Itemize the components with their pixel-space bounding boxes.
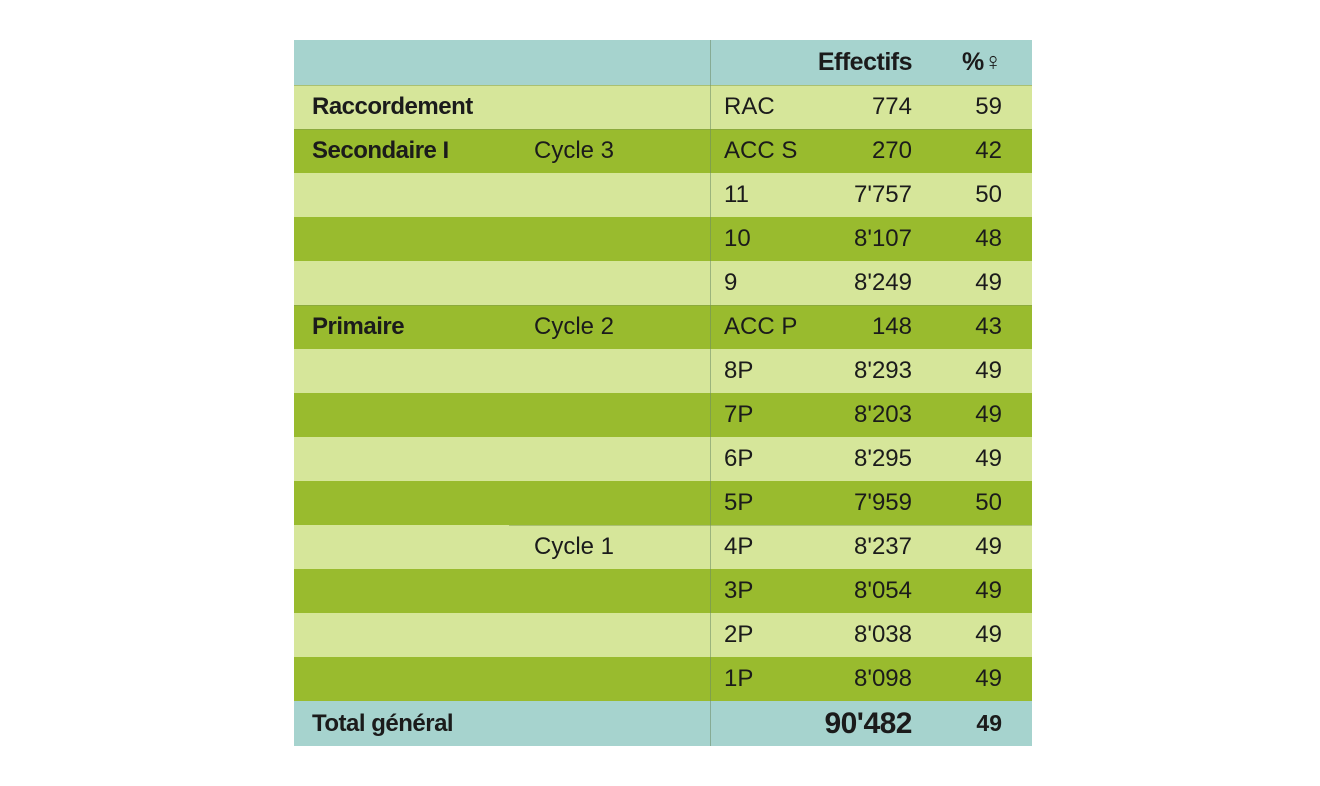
column-divider [710, 437, 711, 481]
column-divider [710, 129, 711, 173]
table-row: 3P 8'054 49 [294, 569, 1032, 613]
column-divider [710, 261, 711, 305]
percent-female-value: 49 [975, 357, 1002, 384]
grade-label: 5P [724, 489, 754, 516]
percent-female-value: 50 [975, 489, 1002, 516]
column-divider [710, 613, 711, 657]
cycle-label: Cycle 3 [534, 137, 615, 164]
total-row: Total général 90'482 49 [294, 701, 1032, 746]
effectifs-value: 774 [871, 93, 912, 120]
effectifs-value: 8'293 [854, 357, 912, 384]
enrollment-table: Effectifs %♀ Raccordement RAC 774 59 Seconda… [294, 40, 1032, 746]
cycle-label: Cycle 2 [534, 313, 615, 340]
level-label: Secondaire I [312, 137, 449, 164]
table-row: 7P 8'203 49 [294, 393, 1032, 437]
column-divider [710, 569, 711, 613]
column-divider [710, 657, 711, 701]
table-row: 8P 8'293 49 [294, 349, 1032, 393]
grade-label: RAC [724, 93, 775, 120]
effectifs-value: 148 [871, 313, 912, 340]
percent-female-value: 49 [975, 665, 1002, 692]
section-separator [294, 85, 1032, 86]
grade-label: 6P [724, 445, 754, 472]
column-divider [710, 393, 711, 437]
grade-label: 11 [724, 181, 749, 208]
column-divider [710, 525, 711, 569]
table-row: Secondaire I Cycle 3 ACC S 270 42 [294, 129, 1032, 173]
effectifs-value: 270 [871, 137, 912, 164]
grade-label: 4P [724, 533, 754, 560]
effectifs-value: 8'054 [854, 577, 912, 604]
grade-label: 9 [724, 269, 738, 296]
percent-female-value: 49 [975, 533, 1002, 560]
column-divider [710, 701, 711, 746]
percent-female-value: 49 [975, 445, 1002, 472]
header-effectifs: Effectifs [817, 48, 913, 76]
effectifs-value: 7'959 [854, 489, 912, 516]
table-row: 5P 7'959 50 [294, 481, 1032, 525]
percent-female-value: 49 [975, 577, 1002, 604]
table-header: Effectifs %♀ [294, 40, 1032, 85]
effectifs-value: 8'203 [854, 401, 912, 428]
percent-female-value: 49 [975, 269, 1002, 296]
grade-label: 10 [724, 225, 751, 252]
table-row: Primaire Cycle 2 ACC P 148 43 [294, 305, 1032, 349]
effectifs-value: 8'038 [854, 621, 912, 648]
level-label: Raccordement [312, 93, 473, 120]
table-row: 6P 8'295 49 [294, 437, 1032, 481]
table-row: 9 8'249 49 [294, 261, 1032, 305]
grade-label: 7P [724, 401, 754, 428]
column-divider [710, 40, 711, 85]
grade-label: 8P [724, 357, 754, 384]
column-divider [710, 349, 711, 393]
column-divider [710, 481, 711, 525]
percent-female-value: 43 [975, 313, 1002, 340]
header-percent-female: %♀ [962, 48, 1002, 76]
percent-female-value: 48 [975, 225, 1002, 252]
section-separator [294, 305, 1032, 306]
grade-label: 3P [724, 577, 754, 604]
grade-label: ACC S [724, 137, 798, 164]
table-body: Raccordement RAC 774 59 Secondaire I Cycle 3 A… [294, 85, 1032, 701]
column-divider [710, 305, 711, 349]
effectifs-value: 7'757 [854, 181, 912, 208]
table-row: Cycle 1 4P 8'237 49 [294, 525, 1032, 569]
effectifs-value: 8'107 [854, 225, 912, 252]
column-divider [710, 85, 711, 129]
section-separator [294, 129, 1032, 130]
total-effectifs: 90'482 [824, 706, 912, 740]
table-row: 2P 8'038 49 [294, 613, 1032, 657]
percent-female-value: 49 [975, 401, 1002, 428]
total-percent: 49 [976, 710, 1002, 736]
effectifs-value: 8'295 [854, 445, 912, 472]
grade-label: 1P [724, 665, 754, 692]
column-divider [710, 217, 711, 261]
percent-female-value: 42 [975, 137, 1002, 164]
table-row: Raccordement RAC 774 59 [294, 85, 1032, 129]
percent-female-value: 50 [975, 181, 1002, 208]
percent-female-value: 59 [975, 93, 1002, 120]
grade-label: 2P [724, 621, 754, 648]
effectifs-value: 8'237 [854, 533, 912, 560]
percent-female-value: 49 [975, 621, 1002, 648]
level-label: Primaire [312, 313, 405, 340]
effectifs-value: 8'098 [854, 665, 912, 692]
column-divider [710, 173, 711, 217]
grade-label: ACC P [724, 313, 798, 340]
effectifs-value: 8'249 [854, 269, 912, 296]
cycle-label: Cycle 1 [534, 533, 615, 560]
table-row: 10 8'107 48 [294, 217, 1032, 261]
cycle-separator [509, 525, 1032, 526]
table-row: 11 7'757 50 [294, 173, 1032, 217]
total-label: Total général [312, 709, 454, 737]
table-row: 1P 8'098 49 [294, 657, 1032, 701]
